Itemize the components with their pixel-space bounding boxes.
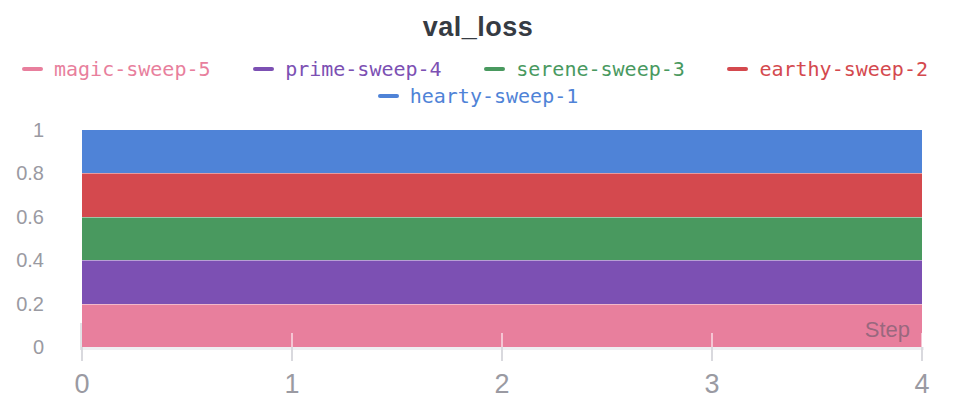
x-tick-mark [80,323,82,350]
x-axis-line [82,347,924,350]
x-gridline [921,333,923,347]
legend-item-label: earthy-sweep-2 [759,58,928,80]
y-tick-label: 0.4 [0,248,44,272]
val-loss-metric-panel: val_loss magic-sweep-5 prime-sweep-4 ser… [0,0,956,420]
legend-item-label: prime-sweep-4 [285,58,442,80]
legend-item-label: hearty-sweep-1 [410,85,579,107]
band-prime-sweep-4 [82,260,922,303]
band-earthy-sweep-2 [82,173,922,216]
x-tick-label: 2 [494,369,509,399]
band-serene-sweep-3 [82,217,922,260]
legend-item-earthy-sweep-2[interactable]: earthy-sweep-2 [727,58,928,80]
x-gridline [501,333,503,347]
legend-item-prime-sweep-4[interactable]: prime-sweep-4 [253,58,442,80]
band-hearty-sweep-1 [82,130,922,173]
x-tick-label: 0 [74,369,89,399]
x-tick-mark [921,347,923,361]
x-gridline [711,333,713,347]
run-color-dash-icon [22,67,43,71]
x-tick-mark [81,347,83,361]
x-tick-mark [291,347,293,361]
legend-item-label: magic-sweep-5 [54,58,211,80]
y-tick-label: 0.2 [0,292,44,316]
x-gridline [291,333,293,347]
panel-title: val_loss [0,12,956,43]
legend-item-label: serene-sweep-3 [516,58,685,80]
y-tick-label: 0 [0,335,44,359]
y-tick-label: 1 [0,118,44,142]
run-color-dash-icon [484,67,505,71]
legend-item-serene-sweep-3[interactable]: serene-sweep-3 [484,58,685,80]
x-tick-label: 3 [704,369,719,399]
legend-row-1: magic-sweep-5 prime-sweep-4 serene-sweep… [22,58,928,80]
run-color-dash-icon [378,94,399,98]
run-color-dash-icon [727,67,748,71]
plot-area[interactable]: Step [82,130,922,347]
y-tick-label: 0.8 [0,161,44,185]
x-tick-mark [501,347,503,361]
x-tick-label: 4 [914,369,929,399]
x-tick-label: 1 [284,369,299,399]
legend-item-hearty-sweep-1[interactable]: hearty-sweep-1 [378,85,579,107]
x-tick-mark [711,347,713,361]
x-axis-title: Step [865,317,910,343]
legend-item-magic-sweep-5[interactable]: magic-sweep-5 [22,58,211,80]
run-color-dash-icon [253,67,274,71]
legend-row-2: hearty-sweep-1 [0,85,956,107]
y-tick-label: 0.6 [0,205,44,229]
